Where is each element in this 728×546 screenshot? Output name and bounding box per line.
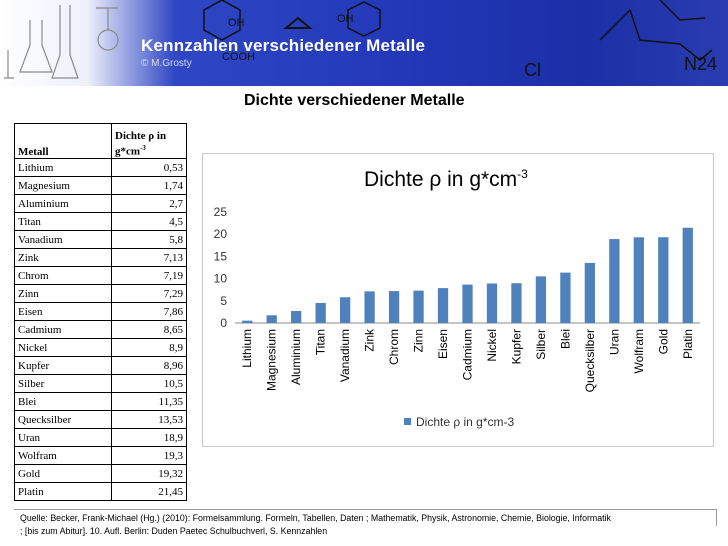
metal-name-cell: Zinn (14, 284, 112, 303)
density-value-cell: 8,65 (111, 320, 187, 339)
table-row: Eisen 7,86 (14, 302, 187, 321)
table-row: Wolfram 19,3 (14, 446, 187, 465)
metal-name-cell: Eisen (14, 302, 112, 321)
oh-label-1: OH (228, 17, 245, 29)
metal-name-cell: Gold (14, 464, 112, 483)
table-row: Aluminium 2,7 (14, 194, 187, 213)
density-value-cell: 1,74 (111, 176, 187, 195)
density-value-cell: 5,8 (111, 230, 187, 249)
table-row: Cadmium 8,65 (14, 320, 187, 339)
metal-name-cell: Wolfram (14, 446, 112, 465)
metal-name-cell: Nickel (14, 338, 112, 357)
metal-name-cell: Chrom (14, 266, 112, 285)
source-line-1: Quelle: Becker, Frank-Michael (Hg.) (201… (20, 513, 611, 523)
page-title: Dichte verschiedener Metalle (244, 92, 465, 109)
cooh-label: COOH (222, 51, 255, 63)
app-title: Kennzahlen verschiedener Metalle (141, 36, 426, 55)
metal-name-cell: Magnesium (14, 176, 112, 195)
metal-name-cell: Lithium (14, 158, 112, 177)
col-header-metal: Metall (14, 123, 112, 159)
table-row: Quecksilber 13,53 (14, 410, 187, 429)
table-row: Zinn 7,29 (14, 284, 187, 303)
footer-border (14, 509, 717, 526)
cl-label: Cl (524, 60, 541, 80)
n24-label: N24 (684, 54, 717, 74)
table-header-row: Metall Dichte ρ in g*cm-3 (14, 123, 187, 159)
metal-name-cell: Cadmium (14, 320, 112, 339)
header-banner: OH OH COOH Cl N24 Kennzahlen verschieden… (0, 0, 728, 86)
col-header-density-sup: -3 (140, 144, 146, 153)
col-header-density-line2: g*cm (115, 146, 141, 158)
metal-name-cell: Titan (14, 212, 112, 231)
density-value-cell: 19,3 (111, 446, 187, 465)
glassware-icon (4, 5, 119, 79)
density-value-cell: 18,9 (111, 428, 187, 447)
chart-title: Dichte ρ in g*cm-3 (364, 167, 528, 192)
chemistry-decoration: OH OH COOH Cl N24 (4, 0, 717, 80)
metal-name-cell: Platin (14, 482, 112, 501)
benzene-icon (203, 0, 713, 61)
density-table: Metall Dichte ρ in g*cm-3 Lithium 0,53 Mag… (14, 123, 187, 501)
density-value-cell: 4,5 (111, 212, 187, 231)
density-value-cell: 11,35 (111, 392, 187, 411)
density-value-cell: 7,29 (111, 284, 187, 303)
density-value-cell: 19,32 (111, 464, 187, 483)
chart-title-text: Dichte ρ in g*cm (364, 168, 518, 191)
density-value-cell: 21,45 (111, 482, 187, 501)
table-row: Zink 7,13 (14, 248, 187, 267)
table-row: Magnesium 1,74 (14, 176, 187, 195)
table-row: Lithium 0,53 (14, 158, 187, 177)
chart-container (202, 153, 714, 447)
source-line-2: ; [bis zum Abitur]. 10. Aufl. Berlin: Du… (20, 526, 328, 536)
metal-name-cell: Aluminium (14, 194, 112, 213)
table-row: Vanadium 5,8 (14, 230, 187, 249)
density-value-cell: 7,13 (111, 248, 187, 267)
chart-title-sup: -3 (517, 167, 528, 181)
density-value-cell: 10,5 (111, 374, 187, 393)
table-row: Blei 11,35 (14, 392, 187, 411)
table-row: Nickel 8,9 (14, 338, 187, 357)
table-row: Silber 10,5 (14, 374, 187, 393)
table-row: Titan 4,5 (14, 212, 187, 231)
table-row: Chrom 7,19 (14, 266, 187, 285)
metal-name-cell: Zink (14, 248, 112, 267)
density-value-cell: 8,9 (111, 338, 187, 357)
metal-name-cell: Quecksilber (14, 410, 112, 429)
density-value-cell: 7,86 (111, 302, 187, 321)
table-row: Platin 21,45 (14, 482, 187, 501)
metal-name-cell: Silber (14, 374, 112, 393)
density-value-cell: 8,96 (111, 356, 187, 375)
col-header-density-line1: Dichte ρ in (115, 130, 167, 143)
metal-name-cell: Vanadium (14, 230, 112, 249)
table-row: Uran 18,9 (14, 428, 187, 447)
metal-name-cell: Blei (14, 392, 112, 411)
density-value-cell: 13,53 (111, 410, 187, 429)
metal-name-cell: Kupfer (14, 356, 112, 375)
app-subtitle: © M.Grosty (141, 58, 192, 69)
metal-name-cell: Uran (14, 428, 112, 447)
table-row: Kupfer 8,96 (14, 356, 187, 375)
oh-label-2: OH (337, 13, 354, 25)
table-row: Gold 19,32 (14, 464, 187, 483)
density-value-cell: 2,7 (111, 194, 187, 213)
source-citation: Quelle: Becker, Frank-Michael (Hg.) (201… (20, 512, 710, 538)
col-header-density: Dichte ρ in g*cm-3 (111, 123, 187, 159)
density-value-cell: 0,53 (111, 158, 187, 177)
density-value-cell: 7,19 (111, 266, 187, 285)
